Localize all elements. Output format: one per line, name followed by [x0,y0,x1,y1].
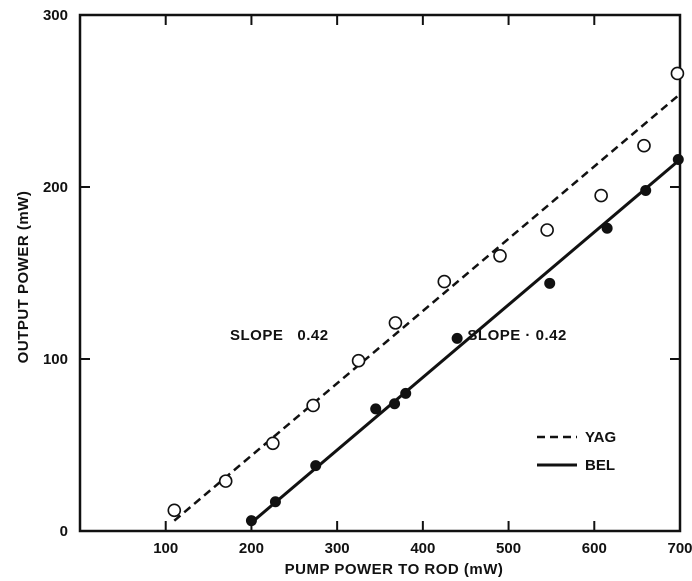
point-yag [388,316,403,330]
annotations: SLOPE 0.42 SLOPE · 0.42 [230,327,566,344]
x-tick-label: 700 [667,540,692,557]
y-axis-ticks: 0 100 200 300 [43,7,680,540]
legend-label-yag: YAG [585,429,616,446]
point-bel [601,222,613,234]
point-yag [437,274,452,289]
y-tick-label: 0 [60,523,68,540]
point-bel [400,387,412,399]
point-yag [637,138,651,153]
point-yag [493,249,507,263]
fit-lines [173,93,681,526]
point-bel [245,515,257,527]
x-axis-ticks: 100 200 300 400 500 600 700 [153,15,692,557]
x-tick-label: 600 [582,540,607,557]
point-yag [670,66,685,81]
y-tick-label: 200 [43,179,68,196]
point-bel [451,332,463,344]
point-bel [672,153,684,165]
fit-line-bel [248,158,681,526]
y-tick-label: 300 [43,7,68,24]
slope-annotation: SLOPE 0.42 [230,327,329,344]
legend-label-bel: BEL [585,457,615,474]
x-tick-label: 400 [410,540,435,557]
x-axis-title: PUMP POWER TO ROD (mW) [285,561,504,578]
point-bel [544,277,556,289]
x-tick-label: 100 [153,540,178,557]
x-tick-label: 500 [496,540,521,557]
point-yag [540,223,554,237]
point-yag [167,503,182,518]
legend: YAG BEL [537,429,616,474]
point-yag [306,398,320,413]
point-bel [640,184,652,196]
point-yag [351,353,366,368]
plot-border [78,13,682,533]
x-tick-label: 200 [239,540,264,557]
plot-frame [78,13,682,533]
point-bel [370,403,382,415]
point-yag [218,474,233,488]
slope-annotation: SLOPE · 0.42 [467,327,566,344]
y-tick-label: 100 [43,351,68,368]
point-bel [269,496,281,508]
data-points [167,66,685,527]
point-yag [266,436,280,451]
y-axis-title: OUTPUT POWER (mW) [15,191,32,364]
point-yag [594,188,608,203]
point-bel [310,460,322,472]
x-tick-label: 300 [325,540,350,557]
fit-line-yag [173,93,681,522]
point-bel [389,398,401,410]
